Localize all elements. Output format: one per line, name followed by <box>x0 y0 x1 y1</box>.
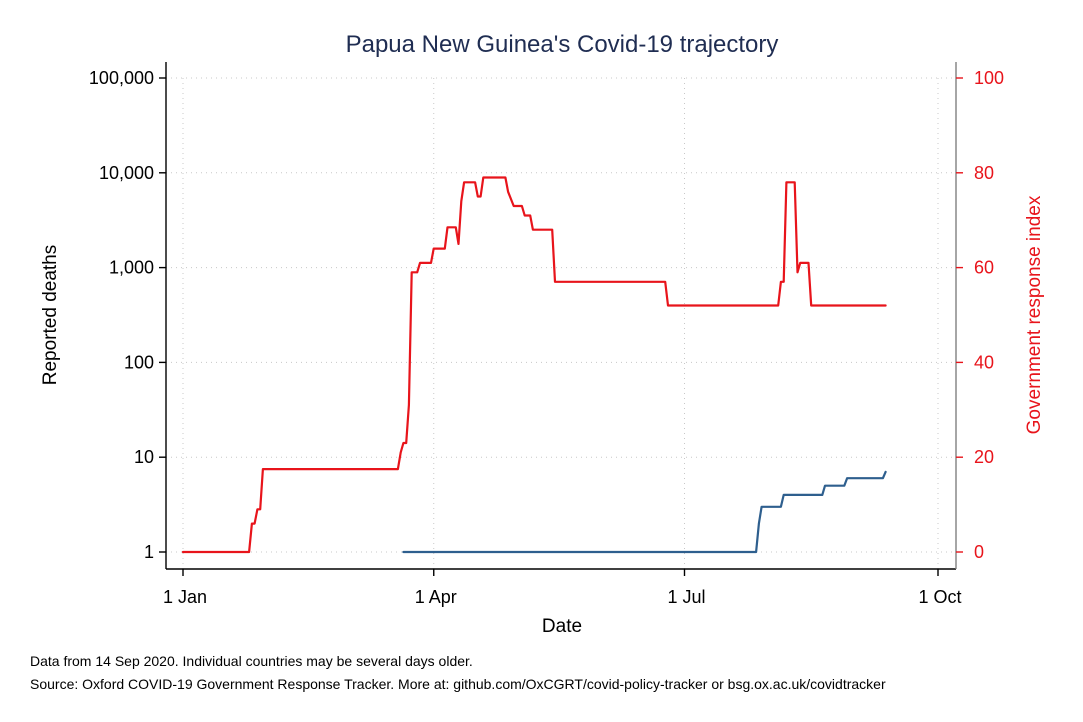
y-tick-label-left: 100,000 <box>89 68 154 88</box>
y-tick-label-right: 80 <box>974 163 994 183</box>
y-tick-label-right: 100 <box>974 68 1004 88</box>
data-date-note: Data from 14 Sep 2020. Individual countr… <box>30 653 473 669</box>
x-tick-label: 1 Apr <box>415 587 457 607</box>
y-tick-label-left: 1,000 <box>109 258 154 278</box>
text-layer: Papua New Guinea's Covid-19 trajectory D… <box>30 31 1045 692</box>
grid-layer <box>166 77 956 569</box>
series-line-reported-deaths <box>402 470 887 554</box>
y-axis-label-right: Government response index <box>1024 195 1045 434</box>
y-tick-label-right: 40 <box>974 352 994 372</box>
y-tick-label-right: 60 <box>974 258 994 278</box>
x-axis-label: Date <box>542 616 582 637</box>
series-line-government-response-index <box>181 176 887 554</box>
y-tick-label-left: 100 <box>124 352 154 372</box>
y-tick-label-left: 10,000 <box>99 163 154 183</box>
x-tick-label: 1 Jul <box>667 587 705 607</box>
series-layer <box>181 176 887 554</box>
y-tick-label-left: 1 <box>144 542 154 562</box>
y-axis-label-left: Reported deaths <box>40 245 61 386</box>
x-tick-label: 1 Jan <box>163 587 207 607</box>
axes-layer: 1 10 100 1,000 10,000 100,000 0 20 40 60 80 100 1 Ja… <box>89 62 1004 607</box>
x-tick-label: 1 Oct <box>918 587 961 607</box>
y-tick-label-left: 10 <box>134 447 154 467</box>
source-note: Source: Oxford COVID-19 Government Respo… <box>30 676 886 692</box>
chart-title: Papua New Guinea's Covid-19 trajectory <box>346 31 779 58</box>
y-tick-label-right: 0 <box>974 542 984 562</box>
y-tick-label-right: 20 <box>974 447 994 467</box>
